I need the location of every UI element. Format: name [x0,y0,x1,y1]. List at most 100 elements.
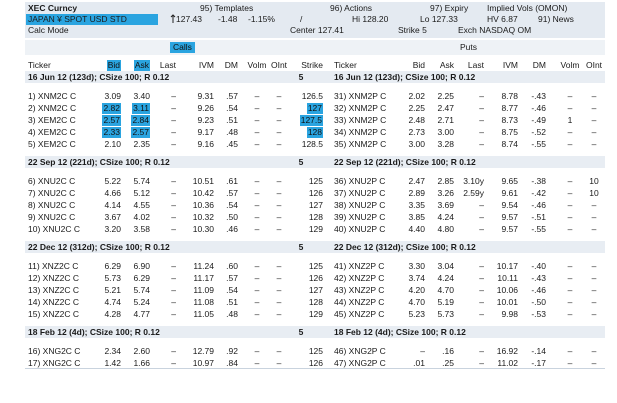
call-oint: – [276,103,282,113]
put-ivm: 9.98 [501,309,518,319]
put-volm: – [567,127,573,137]
call-last: – [171,200,176,210]
call-ask: 5.12 [133,188,150,198]
call-ask: 2.35 [133,139,150,149]
put-bid: 4.40 [408,224,425,234]
put-oint: – [591,285,597,295]
call-oint: – [276,273,282,283]
strike: 128 [308,297,323,307]
low: Lo 127.33 [420,14,458,24]
call-ask: 4.55 [133,200,150,210]
put-last: – [479,358,484,368]
actions-menu[interactable]: 96) Actions [330,3,373,13]
col-header: OInt [585,60,603,70]
group-bar [25,156,605,168]
call-last: – [171,188,176,198]
col-header: IVM [198,60,214,70]
call-last: – [171,309,176,319]
put-last: – [479,346,484,356]
call-bid: 5.21 [104,285,121,295]
calls-section: Calls [170,42,195,53]
call-volm: – [254,224,260,234]
strike: 128 [308,212,323,222]
call-ivm: 10.36 [192,200,214,210]
col-header: Ask [439,60,454,70]
call-ticker: 4) XEM2C C [28,127,76,137]
call-ask: 5.74 [133,176,150,186]
call-dm: .84 [226,358,238,368]
call-bid: 5.73 [104,273,121,283]
strike: 127 [308,285,323,295]
call-volm: – [254,212,260,222]
put-ivm: 8.74 [501,139,518,149]
call-last: – [171,115,176,125]
change: -1.48 [218,14,238,24]
call-ivm: 11.05 [193,309,214,319]
call-ivm: 9.26 [197,103,214,113]
put-dm: -.42 [531,188,546,198]
put-ask: 2.47 [437,103,454,113]
expiry-label: 22 Sep 12 (221d); CSize 100; R 0.12 [334,157,476,167]
calc-mode[interactable]: Calc Mode [28,25,69,35]
put-volm: – [567,188,573,198]
put-dm: -.43 [531,273,546,283]
strike-count: 5 [298,242,304,252]
news-menu[interactable]: 91) News [538,14,574,24]
col-header: Bid [412,60,425,70]
call-ask: 3.40 [133,91,150,101]
put-last: – [479,115,484,125]
call-oint: – [276,127,282,137]
put-volm: – [567,224,573,234]
call-bid: 4.66 [104,188,121,198]
put-last: 3.10y [463,176,484,186]
put-ticker: 36) XNU2P C [334,176,386,186]
expiry-menu[interactable]: 97) Expiry [430,3,469,13]
strike: 125 [308,346,323,356]
strike-count: 5 [298,72,304,82]
call-oint: – [276,188,282,198]
call-oint: – [276,346,282,356]
call-dm: .50 [226,212,238,222]
call-bid: 5.22 [104,176,121,186]
put-last: – [479,224,484,234]
call-ticker: 13) XNZ2C C [28,285,80,295]
call-ask: 4.77 [133,309,150,319]
strike-count: 5 [298,157,304,167]
put-ivm: 9.57 [501,224,518,234]
call-oint: – [276,358,282,368]
call-oint: – [276,91,282,101]
put-last: – [479,212,484,222]
expiry-label: 18 Feb 12 (4d); CSize 100; R 0.12 [28,327,160,337]
put-oint: – [591,91,597,101]
call-dm: .54 [226,103,238,113]
call-ask: 4.02 [133,212,150,222]
call-ivm: 10.30 [192,224,214,234]
put-ask: 4.70 [437,285,454,295]
call-ivm: 11.08 [193,297,214,307]
call-ask: 5.74 [133,285,150,295]
put-oint: – [591,212,597,222]
call-volm: – [254,285,260,295]
templates-menu[interactable]: 95) Templates [200,3,254,13]
group-bar [25,71,605,83]
center: Center 127.41 [290,25,344,35]
security: XEC Curncy [28,3,78,13]
put-dm: -.43 [531,91,546,101]
call-ticker: 7) XNU2C C [28,188,76,198]
put-dm: -.46 [531,200,546,210]
put-bid: 2.48 [408,115,425,125]
vols-label: Implied Vols (OMON) [487,3,568,13]
put-ivm: 8.73 [501,115,518,125]
put-ivm: 10.17 [496,261,518,271]
col-header: DM [532,60,546,70]
put-ivm: 9.61 [501,188,518,198]
strike: 127 [306,103,323,114]
put-oint: – [591,309,597,319]
separator: / [300,14,303,24]
put-ticker: 33) XNM2P C [334,115,387,125]
put-last: – [479,285,484,295]
call-ivm: 9.17 [197,127,214,137]
call-ticker: 15) XNZ2C C [28,309,80,319]
strike: 127 [308,200,323,210]
